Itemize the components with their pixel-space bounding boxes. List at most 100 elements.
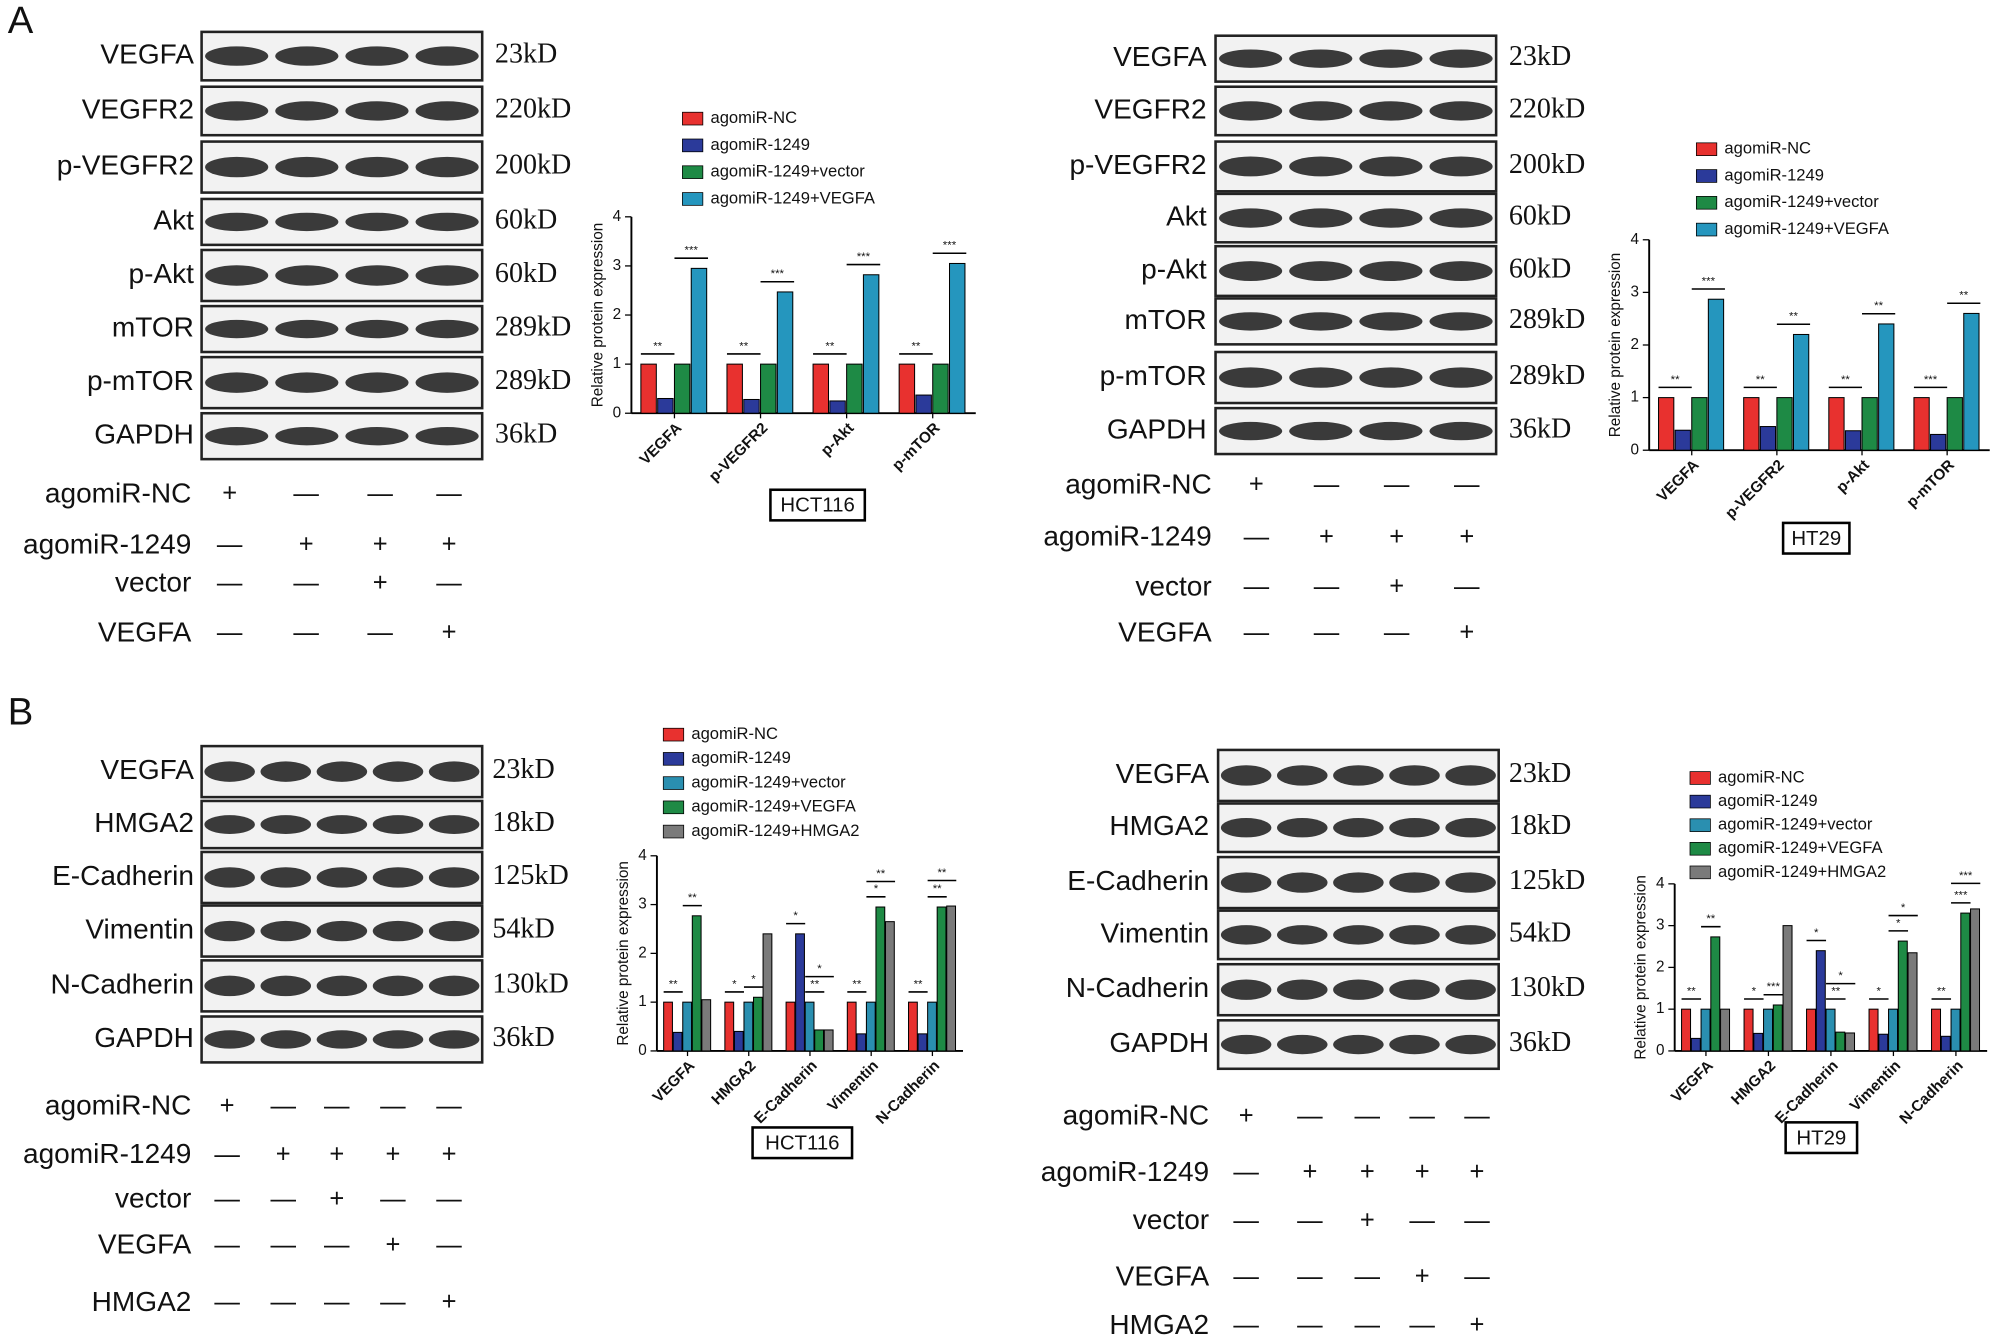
- treatment-sign: —: [324, 1231, 350, 1259]
- blot-band: [415, 101, 479, 121]
- significance-label: **: [825, 340, 834, 352]
- cell-line-label: HT29: [1796, 1127, 1846, 1149]
- treatment-sign: +: [1470, 1311, 1485, 1339]
- cell-line-label: HT29: [1791, 528, 1841, 550]
- legend-swatch: [1695, 169, 1718, 183]
- y-tick-label: 4: [613, 208, 622, 225]
- blot-band: [1333, 925, 1384, 945]
- blot-band: [205, 319, 269, 339]
- protein-label: GAPDH: [94, 419, 194, 450]
- bar: [1753, 1032, 1764, 1052]
- blot-band: [1445, 979, 1496, 1000]
- blot-band: [275, 46, 339, 66]
- bar: [743, 1001, 754, 1052]
- bar: [733, 1030, 744, 1052]
- treatment-label: HMGA2: [1109, 1309, 1209, 1340]
- bar: [946, 905, 957, 1052]
- blot-band: [316, 815, 368, 834]
- blot-band: [1277, 1034, 1328, 1055]
- bar: [1960, 912, 1971, 1052]
- blot-band: [1219, 101, 1283, 121]
- treatment-sign: —: [1409, 1102, 1435, 1130]
- blot-band: [205, 372, 269, 393]
- blot-band: [1389, 979, 1440, 1000]
- size-label: 54kD: [1509, 917, 1571, 948]
- blot-band: [415, 265, 479, 286]
- blot-band: [1389, 765, 1440, 786]
- blot-band: [1219, 312, 1283, 331]
- blot-band: [1289, 208, 1353, 228]
- treatment-sign: —: [436, 1231, 462, 1259]
- treatment-sign: +: [1249, 471, 1264, 499]
- bar: [640, 363, 657, 414]
- treatment-sign: —: [1355, 1102, 1381, 1130]
- legend-label: agomiR-1249+HMGA2: [1718, 862, 1886, 881]
- blot-band: [428, 867, 480, 888]
- x-tick-label: HMGA2: [1728, 1057, 1779, 1108]
- treatment-sign: —: [436, 569, 462, 597]
- size-label: 125kD: [1509, 865, 1585, 896]
- blot-band: [316, 975, 368, 997]
- legend-swatch: [682, 111, 704, 126]
- y-tick-label: 2: [1656, 958, 1665, 975]
- blot-band: [1445, 1034, 1496, 1055]
- cell-line-box: [751, 1126, 854, 1160]
- y-tick-label: 4: [1630, 231, 1639, 248]
- bar: [762, 933, 773, 1052]
- treatment-sign: +: [329, 1185, 344, 1213]
- blot-band: [275, 212, 339, 232]
- bar: [753, 996, 763, 1052]
- bar: [776, 291, 794, 414]
- blot-band: [372, 920, 424, 942]
- treatment-sign: —: [217, 569, 243, 597]
- blot-band: [1429, 367, 1493, 388]
- bar: [1888, 1008, 1899, 1052]
- x-tick-label: VEGFA: [1654, 457, 1703, 506]
- significance-label: ***: [1702, 275, 1716, 287]
- blot-band: [372, 975, 424, 997]
- bar: [1940, 1035, 1951, 1052]
- y-tick-label: 3: [1630, 283, 1639, 300]
- size-label: 36kD: [495, 419, 557, 450]
- y-tick-label: 0: [638, 1042, 647, 1059]
- significance-label: *: [1814, 927, 1819, 939]
- x-tick-label: p-Akt: [818, 420, 858, 460]
- blot-band: [1359, 421, 1423, 441]
- treatment-label: vector: [1135, 570, 1211, 601]
- significance-label: ***: [857, 251, 871, 263]
- significance-label: ***: [1954, 889, 1968, 901]
- protein-label: VEGFA: [1116, 758, 1210, 789]
- treatment-sign: —: [270, 1185, 296, 1213]
- significance-label: ***: [1767, 981, 1781, 993]
- blot-band: [345, 101, 409, 121]
- bar: [1759, 426, 1777, 451]
- cell-line-box: [769, 488, 867, 522]
- treatment-sign: —: [1384, 471, 1410, 499]
- protein-label: HMGA2: [1109, 810, 1209, 841]
- blot-band: [1389, 1034, 1440, 1055]
- blot-band: [204, 815, 255, 834]
- y-tick-label: 1: [1656, 1000, 1665, 1017]
- blot-band: [1220, 1034, 1272, 1055]
- size-label: 289kD: [1509, 360, 1585, 391]
- bar: [1700, 1008, 1711, 1052]
- treatment-sign: +: [1360, 1207, 1375, 1235]
- bar: [932, 363, 949, 414]
- y-tick-label: 1: [613, 355, 622, 372]
- treatment-sign: —: [324, 1092, 350, 1120]
- treatment-sign: —: [1454, 471, 1480, 499]
- bar: [690, 267, 708, 414]
- bar: [1658, 397, 1675, 451]
- treatment-label: agomiR-NC: [45, 477, 192, 508]
- treatment-sign: —: [324, 1288, 350, 1316]
- blot-band: [1359, 156, 1423, 177]
- bar: [1825, 1008, 1836, 1052]
- legend-label: agomiR-1249: [710, 135, 810, 154]
- protein-label: VEGFR2: [1094, 93, 1206, 124]
- significance-label: **: [911, 340, 920, 352]
- blot-band: [1277, 872, 1328, 893]
- significance-label: **: [1706, 913, 1715, 925]
- x-tick-label: N-Cadherin: [1896, 1057, 1966, 1127]
- treatment-sign: —: [1297, 1207, 1323, 1235]
- treatment-sign: +: [1470, 1158, 1485, 1186]
